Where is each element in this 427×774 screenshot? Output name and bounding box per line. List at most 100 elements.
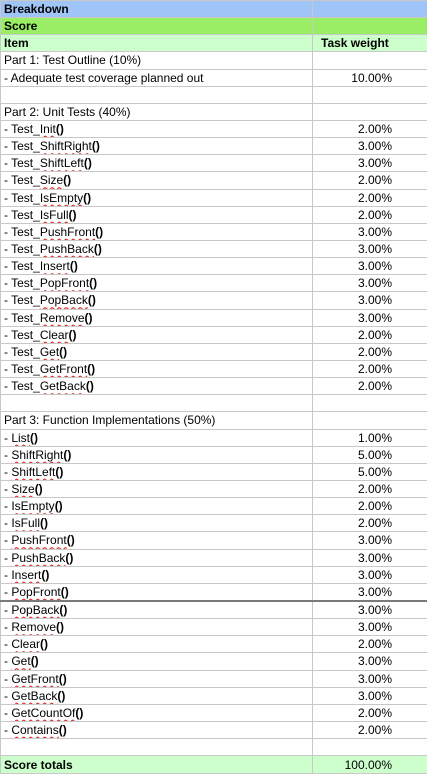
score-totals-value[interactable]: 100.00%	[312, 755, 427, 774]
empty-cell[interactable]	[312, 738, 427, 757]
part2-item-weight[interactable]: 2.00%	[312, 377, 427, 396]
part2-item-row: - Test_PushFront() 3.00%	[0, 222, 427, 241]
part2-title[interactable]: Part 2: Unit Tests (40%)	[0, 102, 313, 121]
part3-item-weight[interactable]: 2.00%	[312, 479, 427, 499]
empty-cell[interactable]	[312, 102, 427, 121]
part1-item-weight[interactable]: 10.00%	[312, 68, 427, 87]
part3-item-weight[interactable]: 2.00%	[312, 635, 427, 654]
part3-item-weight[interactable]: 2.00%	[312, 514, 427, 533]
part2-item-weight[interactable]: 2.00%	[312, 171, 427, 190]
part2-item-weight[interactable]: 2.00%	[312, 205, 427, 224]
part2-item-label[interactable]: - Test_IsFull()	[0, 205, 313, 224]
part3-title[interactable]: Part 3: Function Implementations (50%)	[0, 411, 313, 430]
part1-title[interactable]: Part 1: Test Outline (10%)	[0, 51, 313, 70]
part3-item-weight[interactable]: 3.00%	[312, 582, 427, 602]
part3-item-weight[interactable]: 3.00%	[312, 669, 427, 688]
part3-item-label[interactable]: - List()	[0, 428, 313, 447]
part2-item-weight[interactable]: 2.00%	[312, 325, 427, 344]
part2-item-label[interactable]: - Test_Remove()	[0, 308, 313, 327]
part2-item-label[interactable]: - Test_PopFront()	[0, 274, 313, 293]
part2-item-row: - Test_Clear() 2.00%	[0, 325, 427, 344]
part2-item-weight[interactable]: 3.00%	[312, 239, 427, 259]
part2-item-weight[interactable]: 2.00%	[312, 359, 427, 379]
part3-item-weight[interactable]: 3.00%	[312, 548, 427, 567]
part2-item-row: - Test_PopFront() 3.00%	[0, 274, 427, 293]
part2-item-label[interactable]: - Test_GetFront()	[0, 359, 313, 379]
breakdown-header-empty[interactable]	[312, 0, 427, 19]
part3-item-label[interactable]: - PopBack()	[0, 600, 313, 620]
part3-item-label[interactable]: - IsFull()	[0, 514, 313, 533]
part2-item-label[interactable]: - Test_PopBack()	[0, 291, 313, 310]
part3-item-label[interactable]: - Contains()	[0, 720, 313, 740]
empty-cell[interactable]	[0, 394, 313, 413]
score-header[interactable]: Score	[0, 17, 313, 36]
part3-item-weight[interactable]: 3.00%	[312, 652, 427, 671]
part3-item-label[interactable]: - ShiftRight()	[0, 445, 313, 464]
part2-item-weight[interactable]: 3.00%	[312, 308, 427, 327]
part2-item-label[interactable]: - Test_PushFront()	[0, 222, 313, 241]
part2-item-weight[interactable]: 3.00%	[312, 222, 427, 241]
part3-item-row: - GetCountOf() 2.00%	[0, 703, 427, 722]
part3-item-label[interactable]: - Remove()	[0, 618, 313, 637]
column-header-row: Item Task weight	[0, 34, 427, 53]
part3-item-row: - PushFront() 3.00%	[0, 531, 427, 550]
part3-item-label[interactable]: - Get()	[0, 652, 313, 671]
part3-item-label[interactable]: - Insert()	[0, 565, 313, 584]
part3-item-label[interactable]: - IsEmpty()	[0, 497, 313, 516]
part2-item-label[interactable]: - Test_PushBack()	[0, 239, 313, 259]
part2-item-weight[interactable]: 3.00%	[312, 257, 427, 276]
part3-item-weight[interactable]: 2.00%	[312, 497, 427, 516]
part3-item-label[interactable]: - Size()	[0, 479, 313, 499]
part3-item-weight[interactable]: 2.00%	[312, 720, 427, 740]
part3-item-weight[interactable]: 3.00%	[312, 600, 427, 620]
part2-item-label[interactable]: - Test_GetBack()	[0, 377, 313, 396]
part3-item-weight[interactable]: 5.00%	[312, 462, 427, 481]
part3-item-label[interactable]: - PopFront()	[0, 582, 313, 602]
item-column-header[interactable]: Item	[0, 34, 313, 53]
part3-item-label[interactable]: - GetCountOf()	[0, 703, 313, 722]
part3-item-label[interactable]: - PushFront()	[0, 531, 313, 550]
part2-item-label[interactable]: - Test_Clear()	[0, 325, 313, 344]
part1-item-label[interactable]: - Adequate test coverage planned out	[0, 68, 313, 87]
breakdown-header[interactable]: Breakdown	[0, 0, 313, 19]
empty-cell[interactable]	[0, 85, 313, 104]
part3-item-label[interactable]: - PushBack()	[0, 548, 313, 567]
part2-item-row: - Test_IsFull() 2.00%	[0, 205, 427, 224]
empty-cell[interactable]	[0, 738, 313, 757]
part3-item-weight[interactable]: 3.00%	[312, 565, 427, 584]
blank-row	[0, 738, 427, 757]
part3-item-weight[interactable]: 1.00%	[312, 428, 427, 447]
empty-cell[interactable]	[312, 394, 427, 413]
part3-item-row: - PopFront() 3.00%	[0, 582, 427, 602]
part3-item-label[interactable]: - GetFront()	[0, 669, 313, 688]
part2-item-label[interactable]: - Test_Size()	[0, 171, 313, 190]
part3-item-weight[interactable]: 5.00%	[312, 445, 427, 464]
part2-item-label[interactable]: - Test_IsEmpty()	[0, 188, 313, 207]
part3-item-weight[interactable]: 3.00%	[312, 686, 427, 705]
part3-item-label[interactable]: - GetBack()	[0, 686, 313, 705]
part3-item-weight[interactable]: 2.00%	[312, 703, 427, 722]
part2-item-weight[interactable]: 3.00%	[312, 291, 427, 310]
part3-item-weight[interactable]: 3.00%	[312, 531, 427, 550]
part2-item-weight[interactable]: 2.00%	[312, 188, 427, 207]
empty-cell[interactable]	[312, 51, 427, 70]
empty-cell[interactable]	[312, 85, 427, 104]
part2-item-label[interactable]: - Test_ShiftRight()	[0, 137, 313, 156]
part2-item-weight[interactable]: 3.00%	[312, 274, 427, 293]
part3-item-weight[interactable]: 3.00%	[312, 618, 427, 637]
blank-row	[0, 394, 427, 413]
part2-item-label[interactable]: - Test_Get()	[0, 342, 313, 361]
score-header-empty[interactable]	[312, 17, 427, 36]
part2-item-label[interactable]: - Test_Insert()	[0, 257, 313, 276]
part2-item-weight[interactable]: 3.00%	[312, 137, 427, 156]
part2-item-label[interactable]: - Test_ShiftLeft()	[0, 154, 313, 173]
part3-item-label[interactable]: - ShiftLeft()	[0, 462, 313, 481]
part2-item-weight[interactable]: 2.00%	[312, 119, 427, 139]
part2-item-weight[interactable]: 3.00%	[312, 154, 427, 173]
part3-item-label[interactable]: - Clear()	[0, 635, 313, 654]
empty-cell[interactable]	[312, 411, 427, 430]
part2-item-label[interactable]: - Test_Init()	[0, 119, 313, 139]
task-weight-column-header[interactable]: Task weight	[312, 34, 427, 53]
score-totals-label[interactable]: Score totals	[0, 755, 313, 774]
part2-item-weight[interactable]: 2.00%	[312, 342, 427, 361]
